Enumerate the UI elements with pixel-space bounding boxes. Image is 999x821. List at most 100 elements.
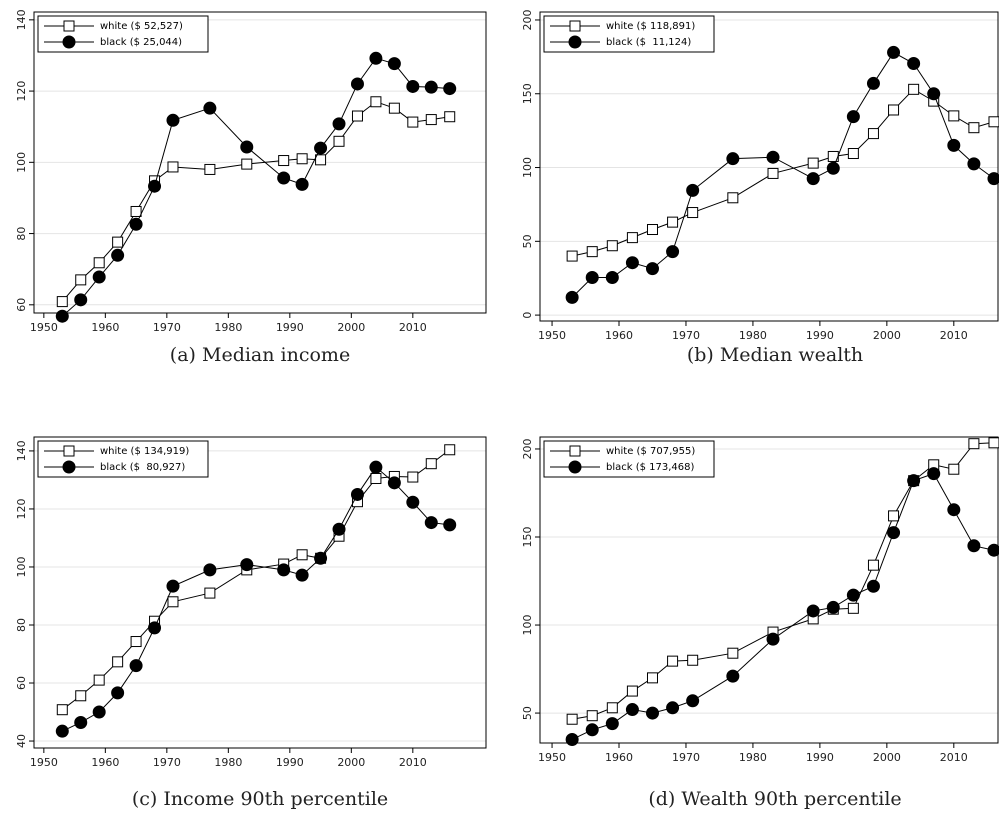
marker xyxy=(666,245,680,259)
marker xyxy=(75,690,87,702)
marker xyxy=(387,57,401,71)
y-tick-label: 40 xyxy=(15,734,28,748)
marker xyxy=(370,472,382,484)
marker xyxy=(887,45,901,59)
marker xyxy=(203,101,217,115)
marker xyxy=(333,135,345,147)
marker xyxy=(807,157,819,169)
caption: (b) Median wealth xyxy=(687,344,863,366)
x-tick-label: 1970 xyxy=(153,756,181,769)
y-tick-label: 60 xyxy=(15,298,28,312)
marker xyxy=(645,262,659,276)
marker xyxy=(295,568,309,582)
marker xyxy=(129,659,143,673)
marker xyxy=(565,290,579,304)
legend-label: white ($ 707,955) xyxy=(606,446,695,457)
marker xyxy=(605,717,619,731)
marker xyxy=(444,444,456,456)
marker xyxy=(687,654,699,666)
x-tick-label: 1950 xyxy=(30,756,58,769)
marker xyxy=(406,79,420,93)
marker xyxy=(130,205,142,217)
marker xyxy=(967,539,981,553)
marker xyxy=(204,587,216,599)
x-tick-label: 1980 xyxy=(739,751,767,764)
y-tick-label: 150 xyxy=(521,83,534,104)
x-tick-label: 2010 xyxy=(399,756,427,769)
marker xyxy=(606,702,618,714)
marker xyxy=(686,183,700,197)
x-tick-label: 1950 xyxy=(538,329,566,342)
marker xyxy=(988,116,999,128)
marker xyxy=(387,476,401,490)
marker xyxy=(888,510,900,522)
marker xyxy=(92,270,106,284)
marker xyxy=(370,96,382,108)
y-tick-label: 50 xyxy=(521,706,534,720)
series-line xyxy=(61,449,451,711)
y-tick-label: 120 xyxy=(15,81,28,102)
legend-marker xyxy=(569,445,581,457)
marker xyxy=(806,172,820,186)
marker xyxy=(687,207,699,219)
marker xyxy=(866,579,880,593)
marker xyxy=(129,217,143,231)
x-tick-label: 1970 xyxy=(672,751,700,764)
marker xyxy=(987,172,999,186)
legend-marker xyxy=(569,20,581,32)
marker xyxy=(56,296,68,308)
marker xyxy=(767,167,779,179)
marker xyxy=(112,656,124,668)
marker xyxy=(867,559,879,571)
marker xyxy=(967,157,981,171)
marker xyxy=(148,179,162,193)
legend-label: white ($ 118,891) xyxy=(606,21,695,32)
marker xyxy=(666,701,680,715)
marker xyxy=(75,274,87,286)
marker xyxy=(846,110,860,124)
panel: 40 60 80 100 120 140 1950 1960 1970 1980 1990 2000 2… xyxy=(15,436,487,810)
marker xyxy=(350,77,364,91)
y-tick-label: 80 xyxy=(15,227,28,241)
marker xyxy=(968,438,980,450)
marker xyxy=(826,161,840,175)
marker xyxy=(566,250,578,262)
marker xyxy=(112,236,124,248)
plot-frame xyxy=(539,436,999,744)
x-tick-label: 1990 xyxy=(276,321,304,334)
x-tick-label: 1990 xyxy=(806,329,834,342)
marker xyxy=(92,705,106,719)
marker xyxy=(948,110,960,122)
marker xyxy=(947,503,961,517)
marker xyxy=(888,104,900,116)
y-tick-label: 100 xyxy=(15,556,28,577)
marker xyxy=(296,549,308,561)
panel: 60 80 100 120 140 1950 1960 1970 1980 1990 2000 201… xyxy=(15,9,487,366)
x-tick-label: 1990 xyxy=(806,751,834,764)
legend-label: black ($ 25,044) xyxy=(100,37,182,48)
marker xyxy=(55,309,69,323)
x-tick-label: 1960 xyxy=(605,329,633,342)
marker xyxy=(585,723,599,737)
x-tick-label: 2000 xyxy=(873,329,901,342)
y-tick-label: 0 xyxy=(521,312,534,319)
marker xyxy=(646,672,658,684)
panel: 0 50 100 150 200 1950 1960 1970 1980 1990 2000 2010… xyxy=(521,9,999,366)
marker xyxy=(369,460,383,474)
x-tick-label: 1960 xyxy=(91,321,119,334)
legend-marker xyxy=(62,460,76,474)
marker xyxy=(887,526,901,540)
y-tick-label: 50 xyxy=(521,234,534,248)
x-tick-label: 1980 xyxy=(739,329,767,342)
marker xyxy=(667,216,679,228)
marker xyxy=(968,122,980,134)
marker xyxy=(566,713,578,725)
marker xyxy=(625,703,639,717)
caption: (a) Median income xyxy=(170,344,350,366)
legend-label: white ($ 134,919) xyxy=(100,446,189,457)
marker xyxy=(846,588,860,602)
marker xyxy=(315,154,327,166)
marker xyxy=(166,579,180,593)
plot-frame xyxy=(539,11,999,322)
